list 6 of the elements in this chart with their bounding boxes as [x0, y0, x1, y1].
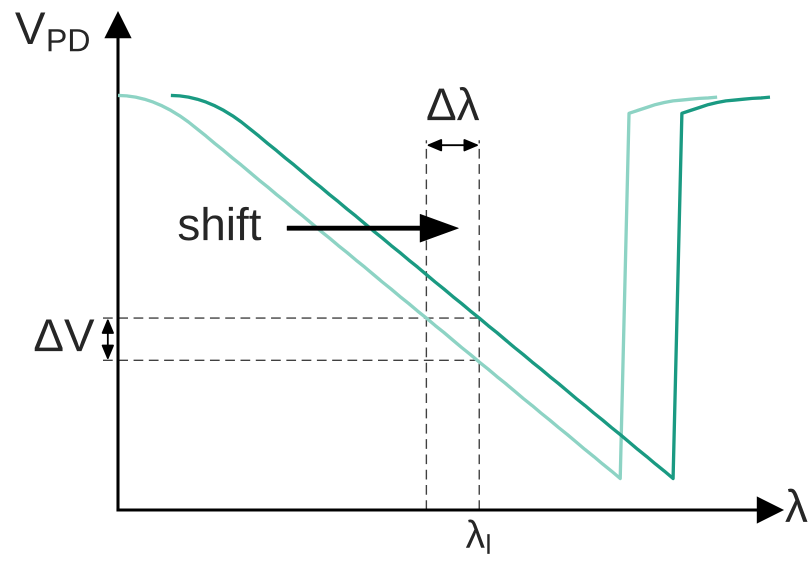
y-axis-title: V$_{PD}$: [15, 12, 89, 52]
annotation: shift: [178, 206, 262, 241]
text: λ$_{l}$: [466, 520, 490, 554]
text: ΔV: [34, 320, 94, 352]
annotation: Δλ: [427, 86, 480, 120]
x-axis-title: λ: [785, 488, 808, 522]
